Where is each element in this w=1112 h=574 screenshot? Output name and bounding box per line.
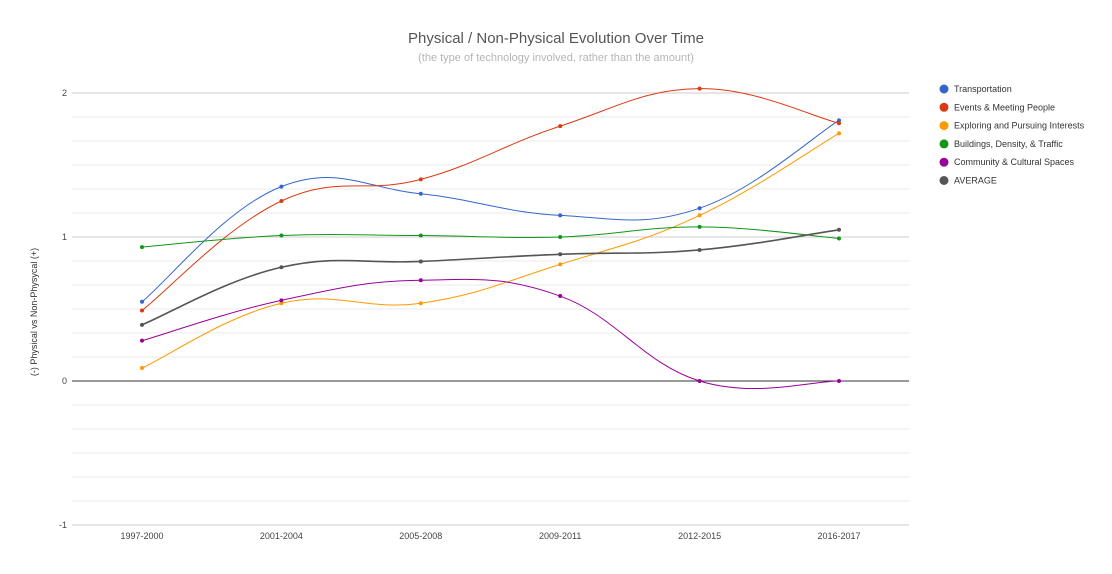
x-tick-label: 2016-2017 bbox=[817, 531, 860, 541]
series-lines bbox=[140, 86, 841, 390]
data-point[interactable] bbox=[140, 366, 144, 371]
x-tick-label: 2012-2015 bbox=[678, 531, 721, 541]
chart-title: Physical / Non-Physical Evolution Over T… bbox=[408, 30, 704, 47]
x-axis-ticks: 1997-2000 2001-2004 2005-2008 2009-2011 2012… bbox=[120, 531, 860, 541]
legend-label: Buildings, Density, & Traffic bbox=[954, 139, 1063, 149]
x-tick-label: 2009-2011 bbox=[539, 531, 581, 541]
legend-label: Transportation bbox=[954, 84, 1012, 94]
data-point[interactable] bbox=[418, 278, 423, 283]
y-axis-ticks: -1 0 1 2 bbox=[59, 88, 67, 530]
series-2 bbox=[140, 131, 841, 371]
data-point[interactable] bbox=[418, 191, 423, 196]
data-point[interactable] bbox=[697, 86, 702, 91]
legend-item[interactable]: Transportation bbox=[939, 84, 1012, 94]
series-line bbox=[141, 119, 840, 303]
data-point[interactable] bbox=[697, 247, 702, 252]
gridlines bbox=[72, 92, 909, 526]
data-point[interactable] bbox=[279, 298, 284, 303]
y-tick-label: 2 bbox=[62, 88, 67, 98]
data-point[interactable] bbox=[837, 236, 841, 241]
y-axis-label: (-) Physical vs Non-Physycal (+) bbox=[29, 248, 39, 376]
data-point[interactable] bbox=[140, 299, 144, 304]
legend-label: Events & Meeting People bbox=[954, 102, 1055, 112]
legend-marker bbox=[939, 102, 949, 112]
data-point[interactable] bbox=[418, 259, 423, 264]
data-point[interactable] bbox=[418, 233, 423, 238]
x-tick-label: 1997-2000 bbox=[120, 531, 163, 541]
data-point[interactable] bbox=[558, 294, 563, 299]
data-point[interactable] bbox=[558, 252, 563, 257]
legend-label: Community & Cultural Spaces bbox=[954, 157, 1075, 167]
legend-item[interactable]: AVERAGE bbox=[939, 176, 997, 186]
series-line bbox=[141, 278, 840, 390]
data-point[interactable] bbox=[279, 199, 284, 203]
data-point[interactable] bbox=[837, 118, 841, 123]
series-line bbox=[141, 229, 840, 326]
data-point[interactable] bbox=[837, 121, 841, 126]
data-point[interactable] bbox=[418, 301, 423, 306]
series-line bbox=[141, 226, 840, 248]
legend-item[interactable]: Buildings, Density, & Traffic bbox=[939, 139, 1064, 149]
chart-subtitle: (the type of technology involved, rather… bbox=[418, 52, 694, 64]
data-point[interactable] bbox=[279, 184, 284, 189]
y-tick-label: 1 bbox=[62, 232, 67, 242]
data-point[interactable] bbox=[140, 308, 144, 313]
series-1 bbox=[140, 86, 841, 313]
data-point[interactable] bbox=[140, 245, 144, 250]
x-tick-label: 2001-2004 bbox=[260, 531, 303, 541]
legend-marker bbox=[939, 121, 949, 131]
series-4 bbox=[140, 278, 841, 390]
legend-label: AVERAGE bbox=[954, 176, 997, 186]
legend-marker bbox=[939, 139, 949, 149]
legend-item[interactable]: Events & Meeting People bbox=[939, 102, 1056, 112]
data-point[interactable] bbox=[558, 213, 563, 218]
y-tick-label: -1 bbox=[59, 520, 67, 530]
legend-label: Exploring and Pursuing Interests bbox=[954, 121, 1085, 131]
data-point[interactable] bbox=[697, 213, 702, 218]
data-point[interactable] bbox=[697, 379, 702, 383]
legend-item[interactable]: Exploring and Pursuing Interests bbox=[939, 121, 1085, 131]
data-point[interactable] bbox=[558, 124, 563, 129]
legend-marker bbox=[939, 157, 949, 167]
data-point[interactable] bbox=[837, 379, 841, 383]
data-point[interactable] bbox=[279, 301, 284, 306]
x-tick-label: 2005-2008 bbox=[399, 531, 442, 541]
data-point[interactable] bbox=[837, 131, 841, 136]
series-line bbox=[141, 132, 840, 369]
data-point[interactable] bbox=[697, 206, 702, 211]
series-0 bbox=[140, 118, 841, 304]
data-point[interactable] bbox=[558, 235, 563, 239]
data-point[interactable] bbox=[837, 227, 841, 232]
data-point[interactable] bbox=[140, 322, 144, 327]
legend-marker bbox=[939, 176, 949, 185]
series-line bbox=[141, 88, 840, 311]
y-tick-label: 0 bbox=[62, 376, 67, 386]
data-point[interactable] bbox=[140, 338, 144, 343]
data-point[interactable] bbox=[279, 233, 284, 238]
legend-marker bbox=[939, 84, 949, 94]
legend-item[interactable]: Community & Cultural Spaces bbox=[939, 157, 1075, 167]
data-point[interactable] bbox=[697, 224, 702, 229]
series-3 bbox=[140, 224, 841, 250]
data-point[interactable] bbox=[418, 177, 423, 182]
series-5 bbox=[140, 227, 841, 327]
data-point[interactable] bbox=[558, 262, 563, 267]
data-point[interactable] bbox=[279, 265, 284, 270]
legend: Transportation Events & Meeting People Exp… bbox=[939, 84, 1085, 186]
